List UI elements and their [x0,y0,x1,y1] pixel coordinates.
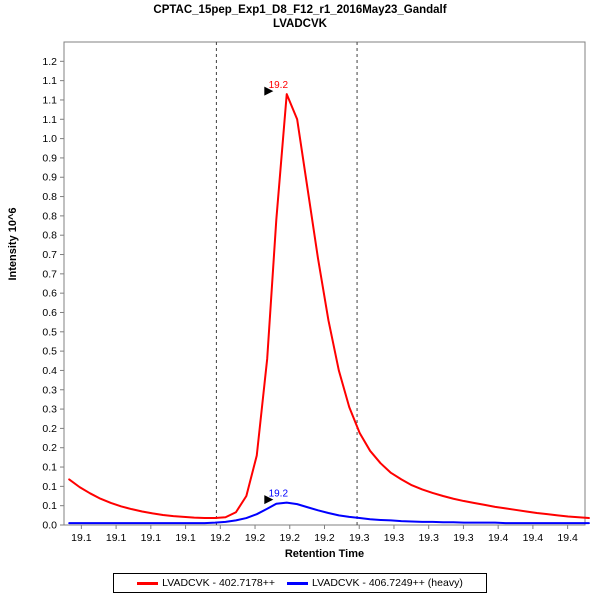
legend-label-heavy: LVADCVK - 406.7249++ (heavy) [312,577,463,589]
legend-swatch-heavy [287,581,309,585]
x-axis-label: Retention Time [284,548,365,560]
annotation-marker-icon [264,86,274,96]
annotation-retention-time-label: 19.2 [269,489,289,500]
legend-item-heavy[interactable]: LVADCVK - 406.7249++ (heavy) [287,577,463,589]
y-axis-tick-label: 0.0 [42,520,57,532]
annotation-retention-time-label: 19.2 [269,80,289,91]
y-axis-tick-label: 0.7 [42,249,57,261]
x-axis-tick-label: 19.3 [349,532,370,544]
y-axis-tick-label: 0.1 [42,500,57,512]
x-axis-tick-label: 19.3 [418,532,439,544]
y-axis-tick-label: 0.6 [42,288,57,300]
y-axis-tick-label: 1.1 [42,114,57,126]
x-axis-tick-label: 19.4 [523,532,544,544]
x-axis-tick-label: 19.2 [280,532,301,544]
x-axis-tick-label: 19.2 [314,532,335,544]
y-axis-tick-label: 0.9 [42,152,57,164]
chart-title-block: CPTAC_15pep_Exp1_D8_F12_r1_2016May23_Gan… [0,3,600,31]
y-axis-tick-label: 0.8 [42,230,57,242]
y-axis-tick-label: 0.9 [42,172,57,184]
x-axis-tick-label: 19.2 [245,532,266,544]
x-axis-tick-label: 19.4 [557,532,578,544]
y-axis-tick-label: 0.2 [42,423,57,435]
y-axis-tick-label: 0.3 [42,404,57,416]
y-axis-tick-label: 1.2 [42,56,57,68]
page-title: CPTAC_15pep_Exp1_D8_F12_r1_2016May23_Gan… [153,4,447,16]
annotation-marker-icon [264,495,274,505]
y-axis-tick-label: 1.1 [42,75,57,87]
y-axis-tick-label: 0.2 [42,442,57,454]
x-axis-tick-label: 19.1 [141,532,162,544]
peptide-subtitle: LVADCVK [273,18,327,30]
y-axis-tick-label: 0.7 [42,268,57,280]
y-axis-tick-label: 0.5 [42,326,57,338]
y-axis-tick-label: 0.8 [42,210,57,222]
series-line-heavy[interactable] [68,501,590,525]
y-axis-tick-label: 0.1 [42,462,57,474]
series-line-light[interactable] [68,93,590,520]
x-axis-tick-label: 19.1 [106,532,127,544]
y-axis-tick-label: 0.1 [42,481,57,493]
plot-frame [63,41,586,526]
x-axis-tick-label: 19.2 [210,532,231,544]
chart-legend: LVADCVK - 402.7178++ LVADCVK - 406.7249+… [113,573,487,593]
y-axis-tick-label: 0.5 [42,346,57,358]
y-axis-tick-label: 0.8 [42,191,57,203]
x-axis-tick-label: 19.1 [71,532,92,544]
y-axis-tick-label: 0.4 [42,365,57,377]
x-axis-tick-label: 19.1 [175,532,196,544]
x-axis-tick-label: 19.4 [488,532,509,544]
y-axis-tick-label: 1.0 [42,133,57,145]
x-axis-tick-label: 19.3 [453,532,474,544]
legend-item-light[interactable]: LVADCVK - 402.7178++ [137,577,275,589]
y-axis-tick-label: 1.1 [42,94,57,106]
legend-swatch-light [137,581,159,585]
legend-label-light: LVADCVK - 402.7178++ [162,577,276,589]
y-axis-tick-label: 0.3 [42,384,57,396]
x-axis-tick-label: 19.3 [384,532,405,544]
y-axis-tick-label: 0.6 [42,307,57,319]
